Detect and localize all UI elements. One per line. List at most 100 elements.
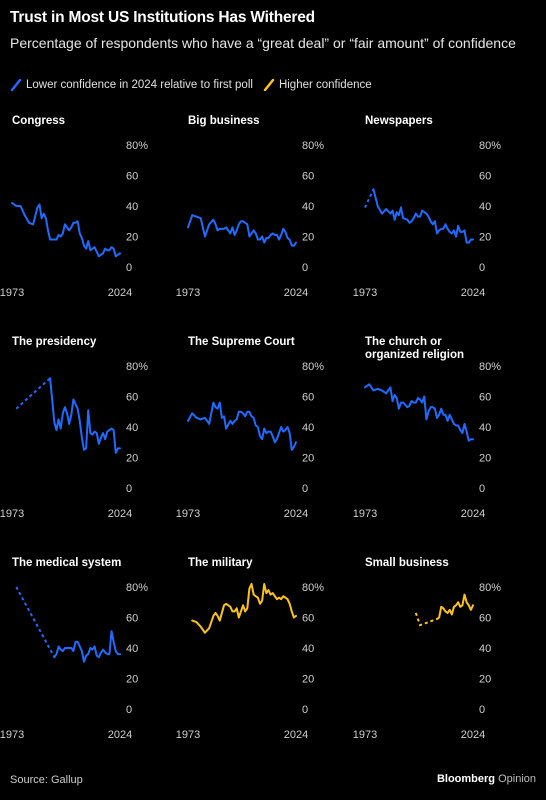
chart-6-xtick-end: 2024: [461, 508, 485, 520]
chart-2-series-line: [187, 214, 297, 247]
chart-1-ytick-label: 80%: [126, 140, 148, 152]
chart-1-series-line: [11, 201, 121, 258]
chart-9-ytick-label: 40: [479, 643, 491, 655]
chart-3-ytick-label: 80%: [479, 140, 501, 152]
chart-2-ytick-label: 80%: [302, 140, 324, 152]
chart-1-xtick-start: 1973: [0, 287, 24, 299]
chart-5-ytick-label: 60: [302, 392, 314, 404]
chart-4-ytick-label: 20: [126, 453, 138, 465]
chart-9-title-line: Small business: [365, 557, 449, 569]
chart-2-ytick-label: 40: [302, 201, 314, 213]
chart-3-ytick-label: 0: [479, 262, 485, 274]
page-title: Trust in Most US Institutions Has Wither…: [10, 9, 315, 26]
chart-9-ytick-label: 20: [479, 674, 491, 686]
chart-4-title-line: The presidency: [12, 336, 97, 348]
chart-9-ytick-label: 60: [479, 613, 491, 625]
chart-1-xtick-end: 2024: [108, 287, 132, 299]
chart-3-ytick-label: 20: [479, 232, 491, 244]
chart-8-ytick-label: 20: [302, 674, 314, 686]
chart-3-ytick-label: 60: [479, 171, 491, 183]
chart-7-title: The medical system: [12, 557, 121, 569]
chart-5-ytick-label: 20: [302, 453, 314, 465]
chart-9-ytick-label: 0: [479, 704, 485, 716]
chart-9-xtick-start: 1973: [353, 729, 377, 741]
chart-8-title-line: The military: [188, 557, 253, 569]
chart-7-ytick-label: 20: [126, 674, 138, 686]
chart-6-ytick-label: 40: [479, 422, 491, 434]
chart-4-ytick-label: 60: [126, 392, 138, 404]
chart-5-series-line: [187, 401, 297, 451]
chart-4-ytick-label: 40: [126, 422, 138, 434]
chart-5-ytick-label: 40: [302, 422, 314, 434]
page-subtitle: Percentage of respondents who have a “gr…: [10, 35, 516, 51]
chart-7-ytick-label: 0: [126, 704, 132, 716]
chart-5-title: The Supreme Court: [188, 336, 295, 348]
chart-4-ytick-label: 80%: [126, 361, 148, 373]
chart-5-xtick-end: 2024: [284, 508, 308, 520]
chart-6-series-line: [364, 383, 474, 442]
chart-9-ytick-label: 80%: [479, 582, 501, 594]
chart-8-xtick-start: 1973: [176, 729, 200, 741]
chart-7-ytick-label: 60: [126, 613, 138, 625]
legend-item-higher: Higher confidence: [263, 79, 372, 91]
chart-1-title: Congress: [12, 115, 65, 127]
legend-swatch-higher-icon: [263, 79, 275, 91]
legend-label-lower: Lower confidence in 2024 relative to fir…: [26, 79, 253, 91]
brand-suffix: Opinion: [498, 773, 536, 785]
chart-2-title: Big business: [188, 115, 260, 127]
chart-7-xtick-start: 1973: [0, 729, 24, 741]
legend-label-higher: Higher confidence: [278, 79, 372, 91]
chart-2-xtick-end: 2024: [284, 287, 308, 299]
chart-8-ytick-label: 60: [302, 613, 314, 625]
chart-6-title: The church or organized religion: [365, 336, 464, 361]
chart-4-title: The presidency: [12, 336, 97, 348]
chart-2-ytick-label: 0: [302, 262, 308, 274]
brand-logo: Bloomberg Opinion: [437, 773, 536, 785]
chart-6-ytick-label: 60: [479, 392, 491, 404]
chart-1-ytick-label: 20: [126, 232, 138, 244]
chart-3-series-gap-line: [364, 188, 375, 208]
chart-6-ytick-label: 0: [479, 483, 485, 495]
chart-4-ytick-label: 0: [126, 483, 132, 495]
chart-5-ytick-label: 0: [302, 483, 308, 495]
chart-2-ytick-label: 60: [302, 171, 314, 183]
legend-swatch-lower-icon: [10, 79, 22, 91]
chart-5-title-line: The Supreme Court: [188, 336, 295, 348]
chart-2-ytick-label: 20: [302, 232, 314, 244]
chart-3-xtick-start: 1973: [353, 287, 377, 299]
chart-7-ytick-label: 80%: [126, 582, 148, 594]
chart-8-ytick-label: 80%: [302, 582, 324, 594]
chart-7-ytick-label: 40: [126, 643, 138, 655]
brand-name: Bloomberg: [436, 773, 496, 785]
chart-7-xtick-end: 2024: [108, 729, 132, 741]
chart-3-title-line: Newspapers: [365, 115, 433, 127]
legend-item-lower: Lower confidence in 2024 relative to fir…: [10, 79, 253, 91]
chart-5-xtick-start: 1973: [176, 508, 200, 520]
chart-6-title-line: organized religion: [365, 349, 464, 361]
chart-8-xtick-end: 2024: [284, 729, 308, 741]
chart-1-ytick-label: 0: [126, 262, 132, 274]
chart-1-ytick-label: 40: [126, 201, 138, 213]
chart-2-title-line: Big business: [188, 115, 260, 127]
chart-1-title-line: Congress: [12, 115, 65, 127]
chart-9-series-line: [436, 593, 474, 621]
chart-9-xtick-end: 2024: [461, 729, 485, 741]
chart-9-series-gap-line: [414, 612, 438, 627]
chart-9-title: Small business: [365, 557, 449, 569]
chart-3-xtick-end: 2024: [461, 287, 485, 299]
chart-7-series-line: [53, 630, 121, 663]
chart-8-ytick-label: 40: [302, 643, 314, 655]
chart-3-series-line: [372, 188, 474, 244]
chart-5-ytick-label: 80%: [302, 361, 324, 373]
chart-7-title-line: The medical system: [12, 557, 121, 569]
chart-4-series-gap-line: [15, 377, 51, 410]
chart-6-xtick-start: 1973: [353, 508, 377, 520]
chart-8-series-line: [191, 582, 297, 634]
chart-4-xtick-start: 1973: [0, 508, 24, 520]
chart-4-xtick-end: 2024: [108, 508, 132, 520]
source-note: Source: Gallup: [10, 774, 83, 786]
chart-8-ytick-label: 0: [302, 704, 308, 716]
chart-6-title-line: The church or: [365, 336, 442, 348]
chart-6-ytick-label: 80%: [479, 361, 501, 373]
